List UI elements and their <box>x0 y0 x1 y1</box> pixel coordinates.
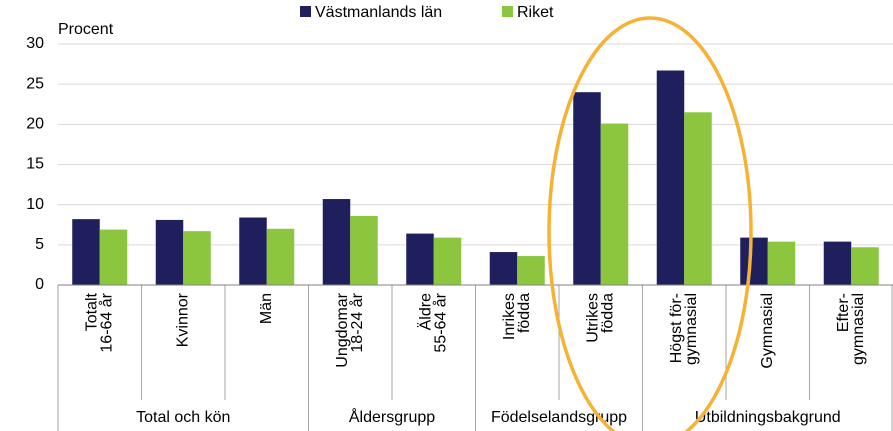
y-tick-label: 10 <box>26 196 44 213</box>
x-tick-label: födda <box>599 293 616 333</box>
legend-label: Riket <box>517 4 554 21</box>
bar <box>99 229 128 285</box>
x-tick-label: Efter- <box>835 293 852 332</box>
y-axis-label: Procent <box>58 21 114 38</box>
bar <box>823 241 852 285</box>
bar <box>406 233 434 285</box>
bar <box>517 256 545 285</box>
y-tick-label: 5 <box>35 236 44 253</box>
x-tick-label: 55-64 år <box>431 292 449 352</box>
legend-swatch <box>300 6 311 17</box>
x-tick-label: Män <box>258 293 275 324</box>
y-tick-label: 25 <box>26 75 44 92</box>
x-tick-label: gymnasial <box>850 293 867 365</box>
bar <box>183 231 211 285</box>
bar <box>740 237 768 285</box>
y-tick-label: 15 <box>26 156 44 173</box>
legend-label: Västmanlands län <box>315 4 442 21</box>
x-tick-label: 18-24 år <box>348 292 366 352</box>
bar <box>573 92 601 285</box>
x-tick-label: 16-64 år <box>97 292 115 352</box>
bar <box>489 252 518 285</box>
highlight-ellipse <box>547 16 753 431</box>
bar <box>600 123 629 285</box>
x-tick-label: Inrikes <box>501 293 518 340</box>
x-tick-label: Äldre <box>416 293 434 330</box>
y-tick-label: 0 <box>35 276 44 293</box>
bar <box>767 241 796 285</box>
x-tick-label: Kvinnor <box>174 292 191 347</box>
bar <box>656 70 685 285</box>
bar <box>155 219 184 285</box>
bar <box>851 247 879 285</box>
y-tick-label: 20 <box>26 116 44 133</box>
bar <box>350 215 378 285</box>
bar <box>684 112 712 286</box>
bar <box>266 228 295 285</box>
x-tick-label: födda <box>516 293 533 333</box>
y-tick-label: 30 <box>26 35 44 52</box>
group-label: Utbildningsbakgrund <box>695 409 841 426</box>
bar <box>433 237 462 285</box>
x-tick-label: Totalt <box>83 292 100 331</box>
group-label: Födelselandsgrupp <box>491 409 627 426</box>
bar <box>322 199 351 285</box>
x-tick-label: Utrikes <box>584 293 601 343</box>
legend-swatch <box>502 6 513 17</box>
group-label: Åldersgrupp <box>349 407 435 426</box>
x-tick-label: Gymnasial <box>759 293 776 369</box>
x-tick-label: Ungdomar <box>334 292 351 367</box>
x-tick-label: gymnasial <box>683 293 700 365</box>
x-tick-label: Högst för- <box>668 293 685 363</box>
group-label: Total och kön <box>136 409 230 426</box>
bar <box>72 219 100 285</box>
bar <box>239 217 267 285</box>
